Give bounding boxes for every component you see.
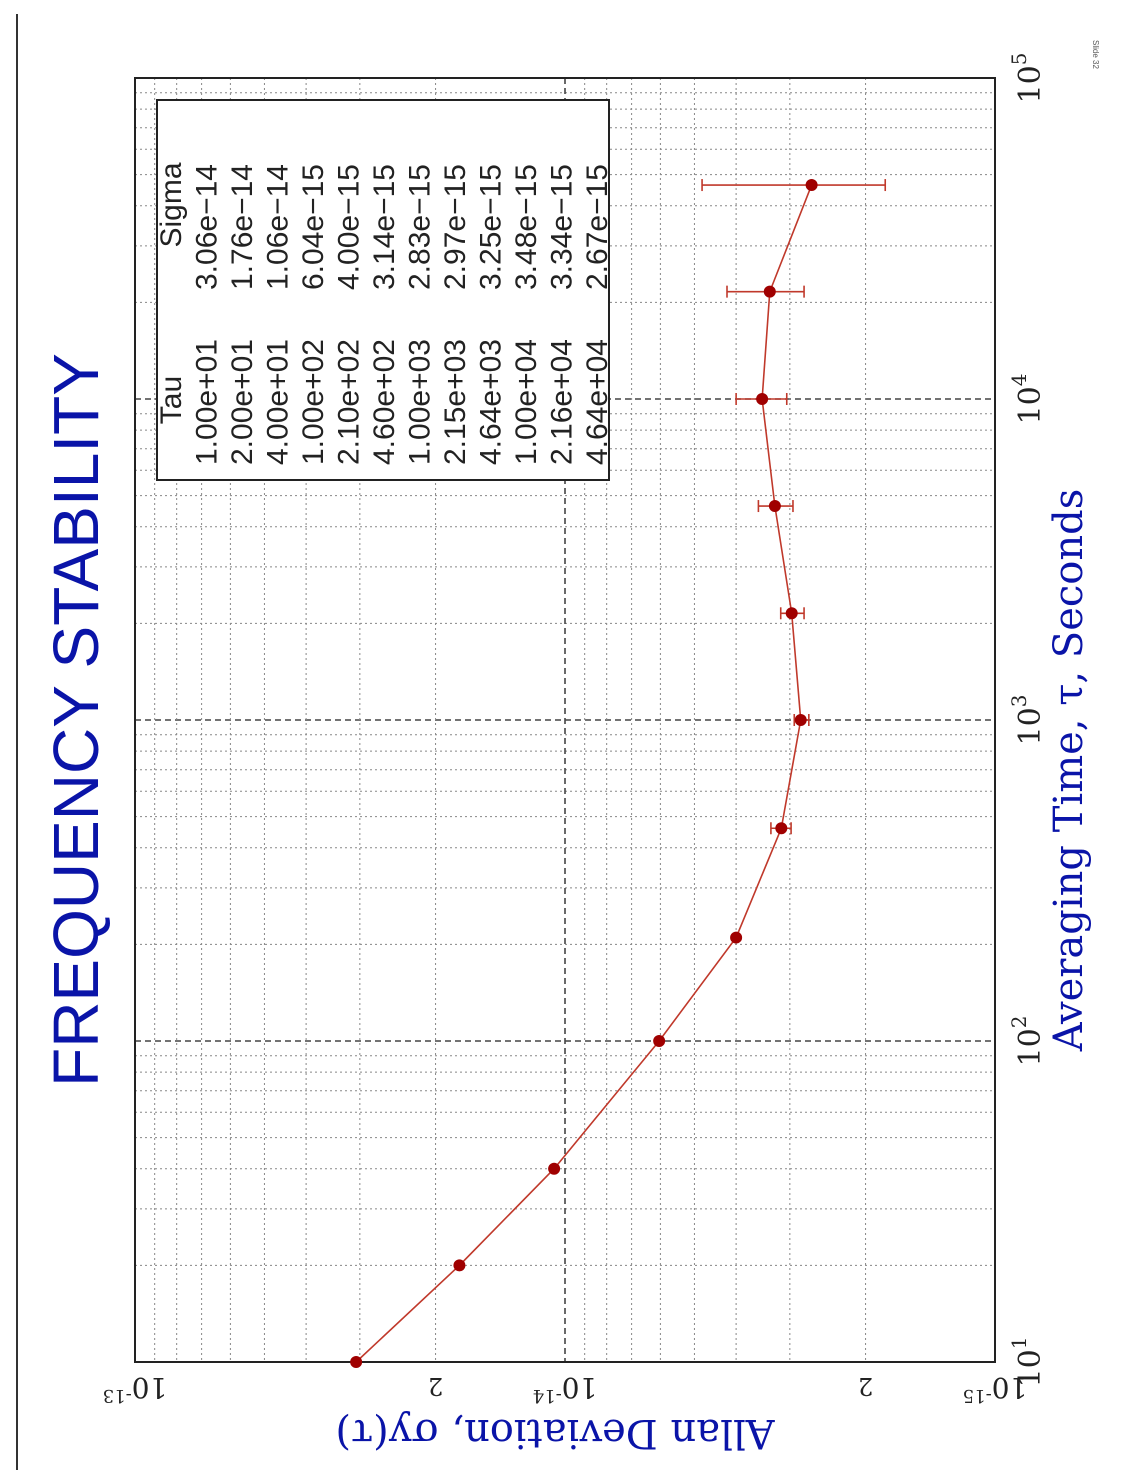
table-cell-sigma: 3.06e−14	[191, 164, 224, 290]
table-cell-sigma: 3.25e−15	[475, 164, 508, 290]
data-point	[548, 1162, 561, 1175]
table-cell-tau: 1.00e+02	[297, 339, 330, 465]
series-line	[355, 184, 813, 1363]
x-tick-label: 101	[1007, 1337, 1048, 1388]
data-point	[775, 822, 788, 835]
table-cell-sigma: 2.83e−15	[404, 164, 437, 290]
table-cell-sigma: 2.67e−15	[581, 164, 614, 290]
x-tick-label: 102	[1007, 1016, 1048, 1067]
x-tick-label: 105	[1007, 53, 1048, 104]
table-header-sigma: Sigma	[155, 162, 188, 247]
x-tick-label: 103	[1007, 695, 1048, 746]
data-point	[730, 931, 743, 944]
x-tick-label: 104	[1007, 374, 1048, 425]
table-cell-sigma: 6.04e−15	[297, 164, 330, 290]
data-point	[756, 393, 769, 405]
table-cell-sigma: 4.00e−15	[333, 164, 366, 290]
table-cell-tau: 2.00e+01	[226, 339, 259, 465]
table-cell-sigma: 3.34e−15	[546, 164, 579, 290]
data-point	[653, 1035, 666, 1047]
data-point	[805, 179, 818, 192]
x-axis-label: Averaging Time, τ, Seconds	[1046, 489, 1092, 1053]
y-tick-label: 2	[858, 1372, 873, 1400]
table-header-tau: Tau	[155, 376, 188, 424]
y-tick-label: 2	[428, 1372, 443, 1400]
plot-border	[134, 77, 996, 1363]
page-frame-line	[16, 14, 18, 1470]
table-cell-sigma: 2.97e−15	[439, 164, 472, 290]
table-cell-tau: 1.00e+03	[404, 339, 437, 465]
y-tick-label: 10-13	[103, 1371, 168, 1406]
y-tick-label: 10-15	[963, 1371, 1028, 1406]
data-point	[763, 285, 776, 298]
data-point	[768, 500, 781, 513]
data-table-box	[156, 99, 610, 481]
table-cell-tau: 2.10e+02	[333, 339, 366, 465]
table-cell-tau: 4.60e+02	[368, 339, 401, 465]
table-cell-tau: 1.00e+04	[510, 339, 543, 465]
chart-title: FREQUENCY STABILITY	[40, 353, 112, 1087]
y-axis-label: Allan Deviation, σy(τ)	[335, 1410, 775, 1456]
data-point	[794, 714, 807, 726]
table-cell-sigma: 1.76e−14	[226, 164, 259, 290]
table-cell-tau: 4.00e+01	[262, 339, 295, 465]
data-point	[453, 1259, 466, 1272]
table-cell-tau: 2.16e+04	[546, 339, 579, 465]
table-cell-tau: 2.15e+03	[439, 339, 472, 465]
y-tick-label: 10-14	[533, 1371, 598, 1406]
data-point	[785, 607, 798, 620]
table-cell-tau: 4.64e+03	[475, 339, 508, 465]
table-cell-sigma: 3.14e−15	[368, 164, 401, 290]
table-cell-tau: 4.64e+04	[581, 339, 614, 465]
data-point	[350, 1356, 363, 1368]
plot-area: Tau Sigma 1.00e+01 3.06e−14 2.00e+01 1.76e−14…	[134, 77, 996, 1368]
table-cell-sigma: 3.48e−15	[510, 164, 543, 290]
table-cell-tau: 1.00e+01	[191, 339, 224, 465]
table-cell-sigma: 1.06e−14	[262, 164, 295, 290]
